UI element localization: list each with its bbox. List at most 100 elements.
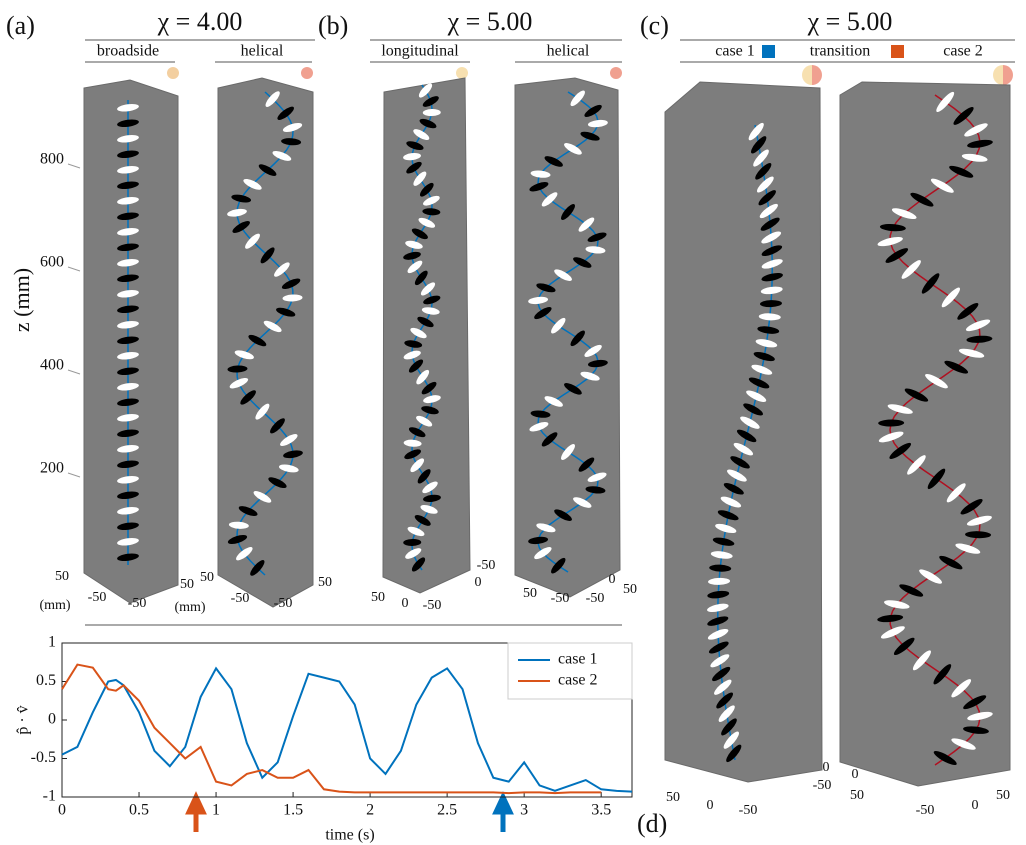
z-tick — [67, 369, 81, 375]
x-tick-label: 0 — [58, 802, 66, 819]
particle — [534, 306, 552, 320]
particle — [761, 259, 783, 269]
particle — [587, 359, 608, 368]
panel-label: (b) — [318, 11, 348, 40]
particle — [403, 152, 421, 161]
particle — [946, 483, 966, 503]
particle — [758, 190, 776, 206]
y-tick-label: 0 — [48, 711, 56, 728]
particle — [885, 248, 909, 263]
y-tick-label: -1 — [43, 788, 56, 805]
axis-tick-label: -50 — [423, 598, 442, 613]
axis-tick-label: 50 — [318, 575, 332, 590]
particle — [944, 360, 969, 374]
y-tick-label: 0.5 — [36, 672, 56, 689]
panel-label: (c) — [640, 11, 669, 40]
z-tick-label: 200 — [40, 460, 64, 477]
particle — [234, 350, 254, 360]
particle — [710, 551, 733, 559]
particle — [584, 104, 602, 118]
axis-tick-label: 0 — [475, 575, 482, 590]
axis-tick-label: 0 — [972, 798, 979, 813]
particle — [419, 182, 434, 197]
particle — [117, 134, 139, 143]
particle — [760, 286, 783, 295]
legend-label: case 1 — [715, 43, 755, 60]
particle — [227, 365, 248, 373]
particle — [759, 203, 778, 219]
particle — [423, 395, 441, 404]
particle — [117, 243, 139, 252]
particle — [117, 475, 139, 484]
particle — [270, 418, 285, 434]
axis-tick-label: 50 — [850, 788, 864, 803]
particle — [966, 335, 993, 343]
particle — [255, 403, 270, 420]
particle — [580, 371, 600, 381]
particle — [530, 170, 551, 178]
particle — [530, 410, 551, 418]
particle — [708, 577, 731, 585]
particle — [410, 458, 425, 473]
series-line — [61, 666, 633, 793]
particle — [419, 118, 437, 129]
y-tick-label: -0.5 — [31, 749, 56, 766]
particle — [578, 457, 595, 472]
particle — [939, 555, 963, 570]
particle — [281, 278, 301, 290]
particle — [277, 106, 294, 120]
particle — [260, 247, 275, 264]
particle — [423, 195, 440, 206]
axis-tick-label: 50 — [200, 570, 214, 585]
particle — [117, 460, 139, 469]
particle — [117, 181, 139, 190]
z-tick-label: 800 — [40, 151, 64, 168]
axis-tick-label: 0 — [823, 760, 830, 775]
particle — [404, 449, 421, 460]
particle — [534, 546, 552, 560]
particle — [276, 307, 296, 317]
legend-label: case 2 — [558, 672, 598, 689]
legend-swatch — [762, 45, 775, 58]
particle — [720, 496, 742, 508]
particle — [712, 537, 735, 546]
panel-title: χ = 5.00 — [807, 7, 893, 36]
particle — [417, 469, 431, 484]
particle — [536, 283, 556, 293]
arrow — [492, 791, 514, 832]
particle — [117, 258, 139, 267]
particle — [927, 468, 946, 490]
particle — [236, 547, 253, 561]
axis-tick-label: 50 — [55, 569, 69, 584]
particle — [117, 522, 139, 531]
particle — [953, 107, 974, 125]
particle — [964, 123, 988, 137]
particle — [117, 444, 139, 453]
particle — [573, 257, 592, 268]
particle — [715, 523, 737, 534]
particle — [963, 695, 987, 710]
particle — [281, 138, 302, 146]
panel-label: (a) — [6, 11, 35, 40]
z-tick-label: 400 — [40, 357, 64, 374]
axis-unit: (mm) — [174, 600, 205, 615]
particle — [250, 560, 265, 576]
y-axis-label: p̂ · v̂ — [15, 705, 32, 734]
particle — [228, 521, 249, 529]
particle — [117, 320, 139, 329]
particle — [413, 129, 430, 141]
particle — [227, 208, 247, 217]
particle — [418, 217, 436, 228]
particle — [957, 302, 979, 320]
marker-dot — [301, 67, 313, 79]
particle — [880, 626, 905, 639]
subpanel-label: longitudinal — [381, 43, 459, 60]
particle — [717, 510, 739, 521]
marker-half — [802, 65, 812, 85]
particle — [422, 109, 441, 117]
x-tick-label: 2.5 — [437, 802, 457, 819]
prism — [83, 79, 179, 604]
axis-tick-label: -50 — [88, 590, 107, 605]
prism-face — [514, 77, 621, 598]
particle — [760, 217, 780, 231]
